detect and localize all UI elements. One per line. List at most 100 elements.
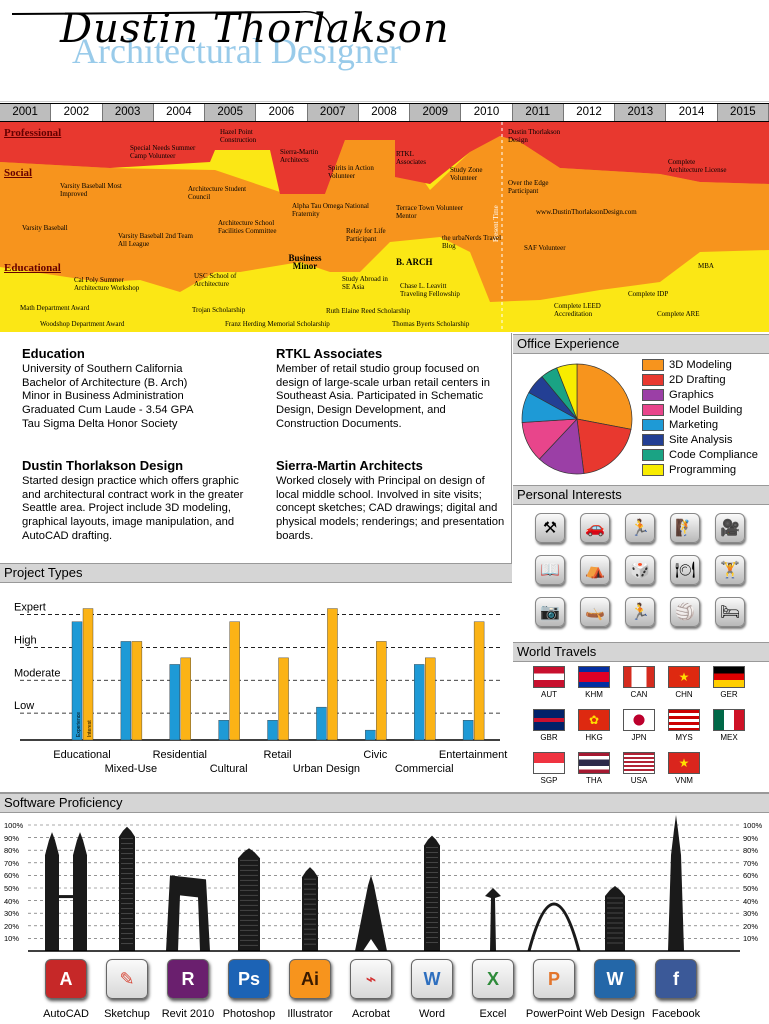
sprint-icon: 🏃: [625, 597, 655, 627]
event: Varsity Baseball 2nd Team All League: [118, 232, 194, 248]
legend-swatch: [642, 373, 664, 386]
web-design-icon: W: [594, 959, 636, 999]
percent-tick: 80%: [4, 846, 20, 856]
timeline-bands: [0, 122, 769, 332]
dtd-title: Dustin Thorlakson Design: [22, 458, 184, 473]
sierra-block: Sierra-Martin Architects Worked closely …: [276, 459, 506, 544]
dtd-block: Dustin Thorlakson Design Started design …: [22, 459, 252, 544]
flag-khm: [578, 666, 610, 688]
illustrator-icon: Ai: [289, 959, 331, 999]
legend-item: Programming: [642, 462, 758, 477]
bar-experience: [316, 706, 327, 741]
event: B. ARCH: [396, 257, 433, 267]
facebook-icon: f: [655, 959, 697, 999]
percent-tick: 60%: [743, 871, 759, 881]
percent-tick: 20%: [743, 921, 759, 931]
software-label: Revit 2010: [161, 1008, 215, 1020]
country-code: MEX: [720, 733, 738, 742]
event: Business Minor: [288, 253, 322, 271]
event: www.DustinThorlaksonDesign.com: [536, 208, 637, 216]
project-types-chart: Low Moderate High Expert Educational Mixed-Us…: [14, 602, 507, 775]
event: USC School of Architecture: [194, 272, 237, 288]
level-label: Expert: [14, 602, 46, 614]
legend-label: Marketing: [669, 418, 719, 431]
bar-interest: [473, 621, 485, 741]
event: Study Abroad in SE Asia: [342, 275, 388, 291]
dining-icon: 🍽: [670, 555, 700, 585]
software-label: PowerPoint: [525, 1008, 583, 1020]
software-percent-axis: 100% 100% 90% 90% 80% 80% 70% 70% 60% 60% 50% 50% 40…: [0, 812, 769, 957]
bar-experience: [71, 621, 83, 741]
software-label: Word: [418, 1008, 446, 1020]
country-code: GER: [720, 690, 738, 699]
office-experience-title: Office Experience: [513, 334, 769, 354]
year-label: 2014: [666, 104, 718, 121]
category-label: Civic: [363, 749, 387, 761]
country-code: CAN: [630, 690, 648, 699]
level-label: High: [14, 634, 37, 646]
powerpoint-icon: P: [533, 959, 575, 999]
education-line: University of Southern California: [22, 362, 183, 375]
social-band: [0, 136, 769, 302]
year-label: 2013: [615, 104, 667, 121]
tools-icon: ⚒: [535, 513, 565, 543]
flag-tha: [578, 752, 610, 774]
bar-experience: [267, 720, 278, 741]
percent-tick: 90%: [743, 833, 759, 843]
event: Thomas Byerts Scholarship: [392, 320, 470, 328]
skyline-building: [355, 875, 387, 951]
skyline-building: [238, 848, 260, 951]
year-label: 2001: [0, 104, 52, 121]
software-label: Web Design: [585, 1008, 645, 1020]
percent-tick: 30%: [4, 909, 20, 919]
education-line: Minor in Business Administration: [22, 390, 184, 403]
event: Woodshop Department Award: [40, 320, 125, 328]
percent-tick: 60%: [4, 871, 20, 881]
flag-usa: [623, 752, 655, 774]
percent-tick: 80%: [743, 846, 759, 856]
software-label: Facebook: [651, 1008, 701, 1020]
event: Complete LEED Accreditation: [554, 302, 601, 318]
legend-item: Code Compliance: [642, 447, 758, 462]
percent-tick: 30%: [743, 909, 759, 919]
event: Architecture Student Council: [188, 185, 247, 201]
year-label: 2008: [358, 104, 411, 121]
legend-item: Model Building: [642, 402, 758, 417]
software-proficiency-title: Software Proficiency: [0, 792, 769, 813]
rtkl-title: RTKL Associates: [276, 346, 383, 361]
category-educational: Educational: [4, 262, 61, 274]
bar-experience: [365, 729, 376, 741]
car-icon: 🚗: [580, 513, 610, 543]
legend-label: Programming: [669, 463, 737, 476]
event: Hazel Point Construction: [220, 128, 257, 144]
country-code: KHM: [585, 690, 603, 699]
world-travels-title: World Travels: [513, 642, 769, 662]
skyline-building: [45, 832, 87, 951]
flag-chn: ★: [668, 666, 700, 688]
event: the urbaNerds Travel Blog: [442, 234, 502, 250]
category-label: Entertainment: [439, 749, 507, 761]
percent-tick: 50%: [743, 884, 759, 893]
legend-item: 3D Modeling: [642, 357, 758, 372]
event: Complete IDP: [628, 290, 669, 298]
event: Terrace Town Volunteer Mentor: [396, 204, 464, 220]
software-skyline-chart: [28, 815, 740, 952]
event: Trojan Scholarship: [192, 306, 246, 314]
autocad-icon: A: [45, 959, 87, 999]
dtd-text: Started design practice which offers gra…: [22, 474, 244, 542]
event: Chase L. Leavitt Traveling Fellowship: [400, 282, 460, 298]
percent-tick: 40%: [4, 896, 20, 906]
event: Sierra-Martin Architects: [280, 148, 319, 164]
percent-tick: 100%: [4, 821, 24, 830]
software-label: Sketchup: [104, 1008, 150, 1020]
event: Complete Architecture License: [668, 158, 727, 174]
software-label: Photoshop: [222, 1008, 276, 1020]
percent-tick: 90%: [4, 833, 20, 843]
flag-can: [623, 666, 655, 688]
legend-label: Site Analysis: [669, 433, 733, 446]
legend-item: Marketing: [642, 417, 758, 432]
education-line: Bachelor of Architecture (B. Arch): [22, 376, 188, 389]
professional-band: [0, 122, 769, 194]
year-label: 2010: [461, 104, 513, 121]
flag-vnm: ★: [668, 752, 700, 774]
